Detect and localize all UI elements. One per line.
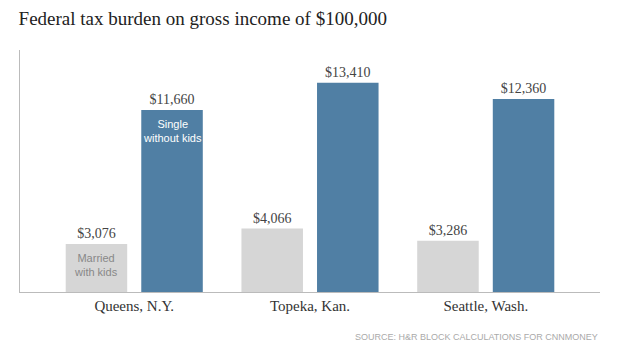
svg-text:Federal tax burden on gross in: Federal tax burden on gross income of $1… — [19, 8, 387, 29]
svg-text:$11,660: $11,660 — [150, 92, 195, 107]
svg-text:Marriedwith kids: Marriedwith kids — [74, 252, 118, 278]
svg-text:$12,360: $12,360 — [501, 81, 547, 96]
svg-text:Singlewithout kids: Singlewithout kids — [143, 118, 202, 144]
svg-text:$3,076: $3,076 — [77, 226, 116, 241]
svg-text:$3,286: $3,286 — [429, 223, 468, 238]
svg-text:$4,066: $4,066 — [253, 211, 292, 226]
svg-text:Seattle, Wash.: Seattle, Wash. — [443, 298, 528, 314]
svg-text:Topeka, Kan.: Topeka, Kan. — [270, 298, 350, 314]
svg-text:$13,410: $13,410 — [325, 65, 371, 80]
svg-text:SOURCE: H&R BLOCK CALCULATIONS: SOURCE: H&R BLOCK CALCULATIONS FOR CNNMO… — [355, 332, 598, 342]
svg-text:Queens, N.Y.: Queens, N.Y. — [94, 298, 174, 314]
